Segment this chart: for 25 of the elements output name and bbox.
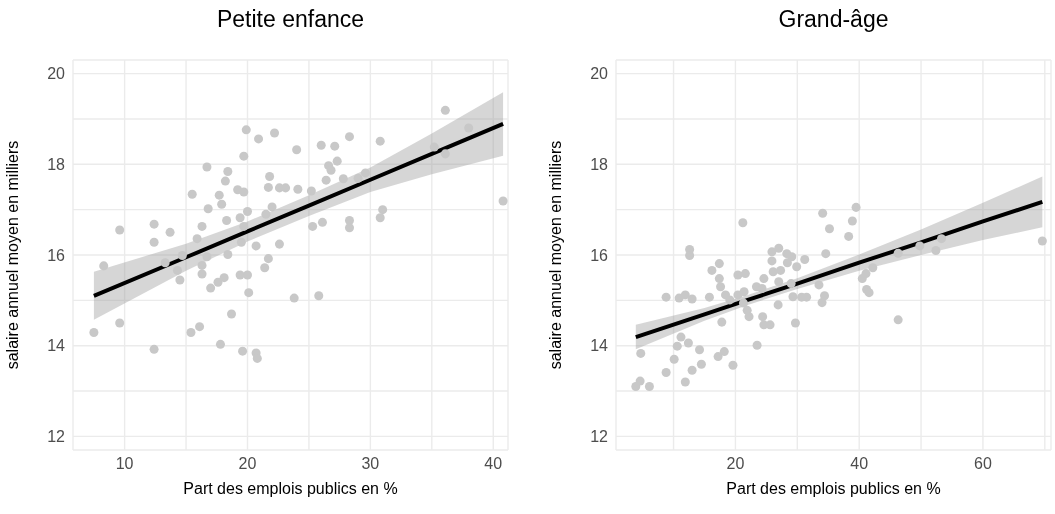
y-tick-label: 16 xyxy=(47,246,66,264)
x-tick-label: 20 xyxy=(726,455,745,473)
y-axis-title: salaire annuel moyen en milliers xyxy=(546,140,564,370)
x-tick-label: 40 xyxy=(484,455,503,473)
y-tick-label: 18 xyxy=(590,155,609,173)
y-tick-label: 18 xyxy=(47,155,66,173)
line-series xyxy=(91,121,506,298)
x-tick-label: 20 xyxy=(238,455,257,473)
x-tick-label: 30 xyxy=(361,455,380,473)
line-series xyxy=(633,199,1045,340)
x-axis-title: Part des emplois publics en % xyxy=(183,480,398,497)
y-tick-label: 14 xyxy=(590,337,609,355)
y-tick-label: 20 xyxy=(47,65,66,83)
y-tick-label: 14 xyxy=(47,337,66,355)
y-tick-label: 12 xyxy=(590,428,609,446)
y-axis-title: salaire annuel moyen en milliers xyxy=(3,140,21,370)
x-tick-label: 40 xyxy=(850,455,869,473)
chart-title: Grand-âge xyxy=(777,6,890,33)
y-tick-label: 12 xyxy=(47,428,66,446)
x-tick-label: 10 xyxy=(115,455,134,473)
chart-title: Petite enfance xyxy=(215,6,366,33)
x-tick-label: 60 xyxy=(974,455,992,473)
y-tick-label: 20 xyxy=(590,65,609,83)
y-tick-label: 16 xyxy=(590,246,609,264)
x-axis-title: Part des emplois publics en % xyxy=(726,480,941,497)
